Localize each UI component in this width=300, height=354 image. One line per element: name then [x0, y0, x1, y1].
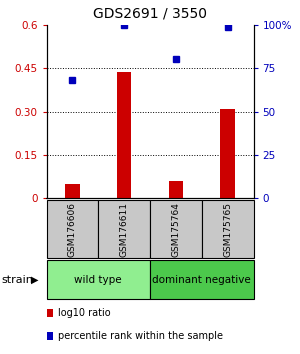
Bar	[117, 73, 131, 198]
Text: GSM175765: GSM175765	[223, 202, 232, 257]
Text: log10 ratio: log10 ratio	[58, 308, 111, 318]
Title: GDS2691 / 3550: GDS2691 / 3550	[93, 7, 207, 21]
Text: GSM175764: GSM175764	[171, 202, 180, 257]
Text: GSM176611: GSM176611	[120, 202, 129, 257]
Text: strain: strain	[2, 275, 33, 285]
Bar	[220, 109, 235, 198]
Text: ▶: ▶	[31, 275, 38, 285]
Text: percentile rank within the sample: percentile rank within the sample	[58, 331, 224, 341]
Bar	[65, 184, 80, 198]
Text: wild type: wild type	[74, 275, 122, 285]
Text: dominant negative: dominant negative	[152, 275, 251, 285]
Bar	[169, 181, 183, 198]
Text: GSM176606: GSM176606	[68, 202, 77, 257]
